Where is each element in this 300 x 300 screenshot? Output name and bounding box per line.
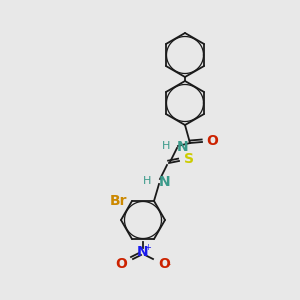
Text: N: N <box>177 140 189 154</box>
Text: N: N <box>159 175 171 189</box>
Text: N: N <box>137 245 149 259</box>
Text: -: - <box>166 259 170 269</box>
Text: O: O <box>115 257 127 271</box>
Text: H: H <box>162 141 170 151</box>
Text: H: H <box>142 176 151 186</box>
Text: S: S <box>184 152 194 166</box>
Text: O: O <box>206 134 218 148</box>
Text: O: O <box>158 257 170 271</box>
Text: Br: Br <box>110 194 127 208</box>
Text: +: + <box>144 243 151 252</box>
